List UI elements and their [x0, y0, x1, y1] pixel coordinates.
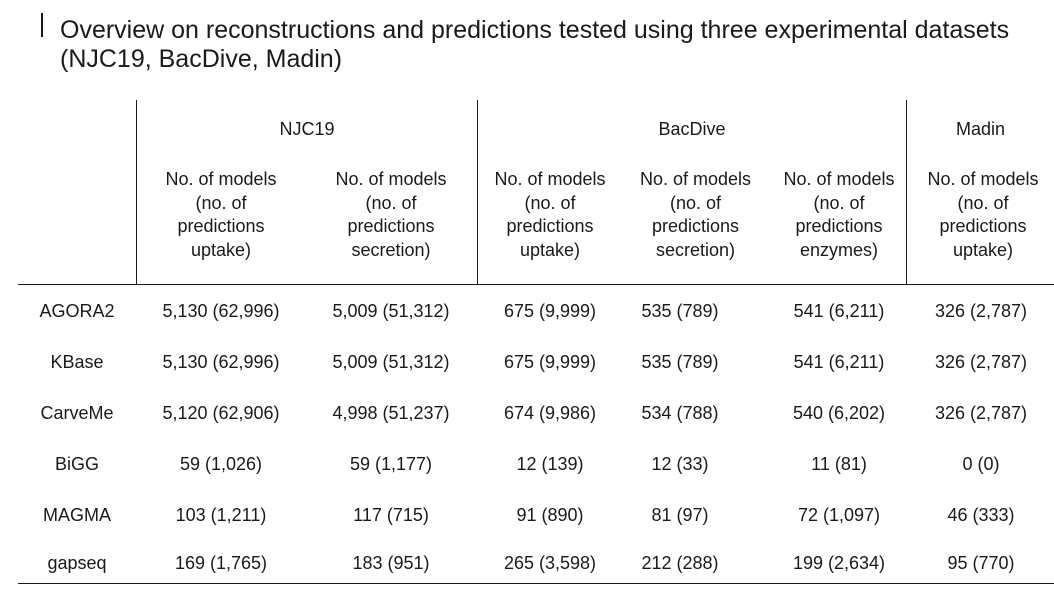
row-label: MAGMA: [42, 505, 111, 525]
table-cell: 46 (333): [947, 505, 1015, 525]
table-cell: 212 (288): [641, 553, 719, 573]
row-label: gapseq: [47, 553, 107, 573]
table-cell: 675 (9,999): [503, 352, 597, 372]
table-cell: 95 (770): [947, 553, 1015, 573]
bottom-rule: [18, 583, 1054, 584]
group-header-bacdive: BacDive: [658, 119, 726, 139]
row-label: AGORA2: [39, 301, 115, 321]
header-rule: [18, 284, 1054, 285]
row-label: BiGG: [54, 454, 99, 474]
table-cell: 5,009 (51,312): [332, 352, 450, 372]
group-header-madin: Madin: [955, 119, 1006, 139]
table-cell: 541 (6,211): [793, 352, 885, 372]
table-cell: 326 (2,787): [934, 301, 1028, 321]
column-header: No. of models (no. of predictions enzymes): [783, 169, 895, 260]
table-cell: 265 (3,598): [503, 553, 597, 573]
table-cell: 91 (890): [516, 505, 584, 525]
table-cell: 540 (6,202): [792, 403, 886, 423]
table-cell: 326 (2,787): [934, 352, 1028, 372]
table-cell: 5,009 (51,312): [332, 301, 450, 321]
vertical-rule: [136, 100, 137, 285]
group-header-njc19: NJC19: [279, 119, 335, 139]
table-cell: 0 (0): [962, 454, 1000, 474]
column-header: No. of models (no. of predictions secretion…: [639, 169, 752, 260]
vertical-rule: [477, 100, 478, 285]
table-cell: 103 (1,211): [175, 505, 267, 525]
column-header: No. of models (no. of predictions secretion…: [335, 169, 447, 260]
table-cell: 12 (33): [651, 454, 709, 474]
table-cell: 169 (1,765): [174, 553, 268, 573]
table-cell: 675 (9,999): [503, 301, 597, 321]
column-header: No. of models (no. of predictions uptake): [165, 169, 277, 260]
column-header: No. of models (no. of predictions uptake): [927, 169, 1039, 260]
column-header: No. of models (no. of predictions uptake): [494, 169, 606, 260]
table-cell: 59 (1,026): [179, 454, 263, 474]
table-cell: 534 (788): [641, 403, 719, 423]
row-label: KBase: [50, 352, 104, 372]
table-cell: 5,120 (62,906): [162, 403, 280, 423]
table-cell: 535 (789): [641, 352, 719, 372]
table-cell: 72 (1,097): [797, 505, 881, 525]
table-title: Overview on reconstructions and predicti…: [60, 16, 1010, 73]
row-label: CarveMe: [40, 403, 114, 423]
table-cell: 535 (789): [641, 301, 719, 321]
table-cell: 183 (951): [352, 553, 430, 573]
table-cell: 117 (715): [353, 505, 429, 525]
table-cell: 199 (2,634): [792, 553, 886, 573]
table-cell: 12 (139): [516, 454, 584, 474]
table-cell: 541 (6,211): [793, 301, 885, 321]
table-cell: 4,998 (51,237): [332, 403, 450, 423]
table-cell: 5,130 (62,996): [162, 352, 280, 372]
title-accent-bar: [41, 13, 43, 37]
vertical-rule: [906, 100, 907, 285]
table-cell: 81 (97): [651, 505, 709, 525]
table-cell: 11 (81): [811, 454, 867, 474]
table-cell: 674 (9,986): [503, 403, 597, 423]
table-cell: 326 (2,787): [934, 403, 1028, 423]
table-cell: 5,130 (62,996): [162, 301, 280, 321]
table-cell: 59 (1,177): [349, 454, 433, 474]
